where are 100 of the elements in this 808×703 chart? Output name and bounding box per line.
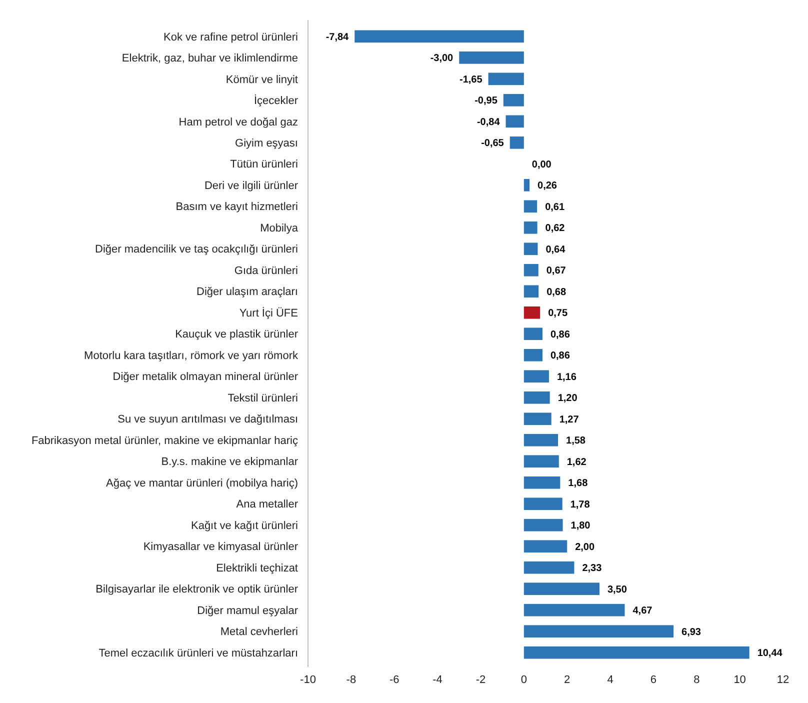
data-label: 2,00 bbox=[575, 542, 595, 553]
bar bbox=[524, 370, 549, 383]
data-label: 1,27 bbox=[559, 414, 580, 426]
y-tick-label: Kağıt ve kağıt ürünleri bbox=[190, 520, 298, 532]
y-tick-label: Gıda ürünleri bbox=[234, 264, 298, 277]
data-label: 1,58 bbox=[566, 436, 586, 447]
bar bbox=[524, 200, 538, 213]
data-label: 1,68 bbox=[568, 478, 588, 490]
bar bbox=[524, 582, 600, 596]
y-tick-label: Elektrik, gaz, buhar ve iklimlendirme bbox=[122, 52, 298, 65]
y-tick-label: Diğer metalik olmayan mineral ürünler bbox=[112, 371, 298, 384]
bar bbox=[524, 604, 625, 616]
x-tick-label: -4 bbox=[432, 674, 442, 686]
x-tick-label: -8 bbox=[346, 674, 356, 686]
y-tick-label: B.y.s. makine ve ekipmanlar bbox=[161, 456, 298, 468]
bar bbox=[524, 518, 563, 532]
data-label: 4,67 bbox=[632, 606, 653, 617]
x-tick-label: 10 bbox=[734, 674, 746, 686]
y-tick-label: Ağaç ve mantar ürünleri (mobilya hariç) bbox=[106, 477, 298, 490]
x-tick-label: -2 bbox=[476, 674, 486, 686]
bar bbox=[503, 94, 524, 106]
y-tick-label: Ham petrol ve doğal gaz bbox=[178, 116, 298, 128]
x-tick-label: 4 bbox=[607, 674, 614, 686]
y-tick-label: Giyim eşyası bbox=[235, 138, 298, 150]
y-tick-label: Kok ve rafine petrol ürünleri bbox=[163, 31, 298, 44]
y-tick-label: Diğer mamul eşyalar bbox=[197, 604, 298, 617]
data-label: 1,78 bbox=[570, 499, 590, 510]
y-tick-label: Diğer ulaşım araçları bbox=[196, 286, 298, 298]
data-label: 6,93 bbox=[682, 626, 702, 638]
data-label: -1,65 bbox=[459, 74, 483, 86]
data-label: 0,86 bbox=[550, 329, 570, 340]
bar bbox=[506, 115, 524, 128]
x-tick-label: 8 bbox=[694, 674, 700, 686]
y-tick-label: Bilgisayarlar ile elektronik ve optik ürünler bbox=[96, 584, 298, 596]
bar bbox=[524, 476, 560, 489]
bar bbox=[524, 455, 559, 468]
x-tick-label: 0 bbox=[520, 674, 527, 686]
bar bbox=[524, 221, 538, 234]
data-label: 0,75 bbox=[548, 308, 568, 320]
data-label: 0,62 bbox=[545, 223, 566, 234]
bar bbox=[459, 51, 524, 64]
data-label: -0,95 bbox=[474, 96, 498, 107]
data-label: 0,64 bbox=[546, 244, 566, 256]
bar bbox=[524, 391, 550, 404]
data-label: -3,00 bbox=[430, 53, 454, 64]
bar bbox=[354, 30, 524, 43]
bar bbox=[524, 178, 530, 192]
y-tick-label: Ana metaller bbox=[236, 498, 298, 511]
data-label: -0,84 bbox=[476, 116, 500, 128]
data-label: 10,44 bbox=[757, 648, 783, 660]
x-tick-label: -10 bbox=[300, 674, 316, 686]
bar bbox=[524, 348, 542, 362]
bar bbox=[524, 646, 750, 659]
bar bbox=[524, 264, 538, 276]
data-label: 0,86 bbox=[550, 350, 570, 362]
bar bbox=[524, 328, 542, 340]
y-tick-label: Elektrikli teçhizat bbox=[216, 562, 298, 574]
y-tick-label: İçecekler bbox=[254, 94, 298, 108]
data-label: 3,50 bbox=[607, 584, 628, 596]
y-tick-label: Metal cevherleri bbox=[220, 626, 298, 638]
data-label: 0,61 bbox=[545, 202, 565, 213]
x-tick-label: 2 bbox=[564, 674, 570, 686]
bar bbox=[524, 561, 574, 574]
y-tick-label: Deri ve ilgili ürünler bbox=[204, 180, 298, 192]
bar bbox=[524, 285, 539, 298]
bar bbox=[524, 242, 538, 256]
y-tick-label: Motorlu kara taşıtları, römork ve yarı römork bbox=[84, 350, 298, 362]
data-label: 0,68 bbox=[546, 286, 566, 298]
data-label: 1,62 bbox=[566, 456, 587, 468]
bar bbox=[524, 306, 540, 319]
data-label: 2,33 bbox=[582, 563, 602, 574]
y-tick-label: Kimyasallar ve kimyasal ürünler bbox=[143, 541, 298, 554]
data-label: 0,00 bbox=[532, 159, 552, 170]
y-tick-label: Tütün ürünleri bbox=[230, 158, 298, 171]
y-tick-label: Fabrikasyon metal ürünler, makine ve ekipmanlar hariç bbox=[31, 434, 298, 447]
data-label: 0,26 bbox=[538, 180, 558, 192]
data-label: 1,20 bbox=[558, 393, 578, 404]
y-tick-label: Kömür ve linyit bbox=[226, 74, 298, 86]
data-label: 0,67 bbox=[546, 266, 566, 277]
data-label: 1,16 bbox=[556, 372, 577, 383]
bar bbox=[510, 136, 524, 149]
bar bbox=[488, 72, 524, 86]
x-tick-label: -6 bbox=[389, 674, 400, 686]
bar bbox=[524, 498, 562, 510]
bar bbox=[524, 434, 558, 446]
y-tick-label: Temel eczacılık ürünleri ve müstahzarları bbox=[98, 647, 298, 660]
y-tick-label: Yurt İçi ÜFE bbox=[239, 306, 298, 320]
y-tick-label: Diğer madencilik ve taş ocakçılığı ürünleri bbox=[95, 244, 298, 256]
y-tick-label: Su ve suyun arıtılması ve dağıtılması bbox=[118, 414, 298, 426]
bar bbox=[524, 540, 568, 553]
data-label: -7,84 bbox=[326, 32, 350, 43]
bar bbox=[524, 412, 552, 426]
data-label: 1,80 bbox=[570, 520, 591, 532]
x-tick-label: 12 bbox=[776, 674, 790, 686]
y-tick-label: Mobilya bbox=[260, 222, 299, 234]
y-tick-label: Kauçuk ve plastik ürünler bbox=[175, 328, 298, 341]
x-tick-label: 6 bbox=[650, 674, 657, 686]
data-label: -0,65 bbox=[481, 138, 504, 150]
y-tick-label: Tekstil ürünleri bbox=[228, 392, 298, 404]
bar bbox=[524, 625, 674, 638]
